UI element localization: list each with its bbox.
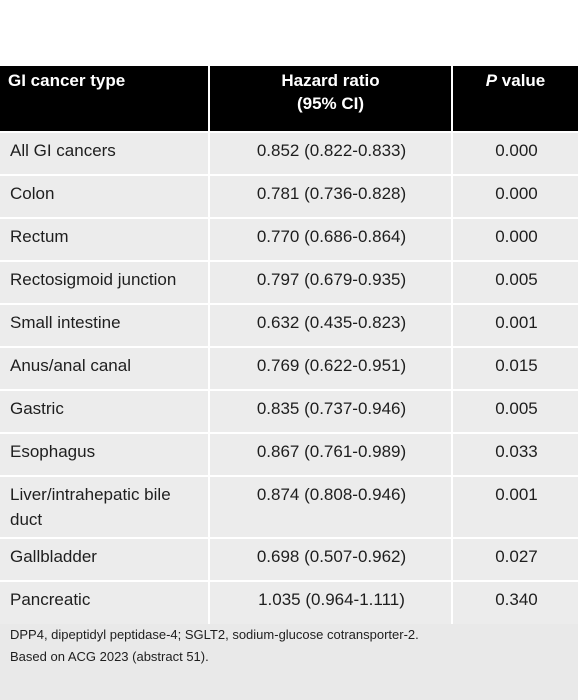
cell-hazard-ratio: 0.769 (0.622-0.951) — [209, 346, 453, 390]
cell-p-value: 0.001 — [452, 475, 578, 538]
cell-p-value: 0.027 — [452, 537, 578, 581]
header-cancer-type: GI cancer type — [0, 66, 210, 132]
cell-hazard-ratio: 0.632 (0.435-0.823) — [209, 303, 453, 347]
table-row: Rectum 0.770 (0.686-0.864) 0.000 — [0, 217, 578, 261]
header-p-value: P value — [452, 66, 578, 132]
cell-p-value: 0.000 — [452, 131, 578, 175]
cell-hazard-ratio: 0.867 (0.761-0.989) — [209, 432, 453, 476]
table-row: Gallbladder 0.698 (0.507-0.962) 0.027 — [0, 537, 578, 581]
table-row: Anus/anal canal 0.769 (0.622-0.951) 0.01… — [0, 346, 578, 390]
cell-cancer-type: Pancreatic — [0, 580, 210, 624]
header-hazard-ratio: Hazard ratio (95% CI) — [209, 66, 453, 132]
cell-hazard-ratio: 0.781 (0.736-0.828) — [209, 174, 453, 218]
cell-hazard-ratio: 0.797 (0.679-0.935) — [209, 260, 453, 304]
cell-hazard-ratio: 1.035 (0.964-1.111) — [209, 580, 453, 624]
top-margin — [0, 0, 578, 66]
cell-hazard-ratio: 0.835 (0.737-0.946) — [209, 389, 453, 433]
hazard-ratio-table: GI cancer type Hazard ratio (95% CI) P v… — [0, 66, 578, 624]
cell-p-value: 0.033 — [452, 432, 578, 476]
cell-cancer-type: Small intestine — [0, 303, 210, 347]
header-hazard-ratio-line1: Hazard ratio — [281, 71, 380, 90]
cell-cancer-type: Gallbladder — [0, 537, 210, 581]
cell-cancer-type: Colon — [0, 174, 210, 218]
cell-hazard-ratio: 0.852 (0.822-0.833) — [209, 131, 453, 175]
cell-cancer-type: All GI cancers — [0, 131, 210, 175]
cell-cancer-type: Rectosigmoid junction — [0, 260, 210, 304]
table-row: Pancreatic 1.035 (0.964-1.111) 0.340 — [0, 580, 578, 624]
cell-p-value: 0.000 — [452, 217, 578, 261]
cell-cancer-type: Gastric — [0, 389, 210, 433]
cell-p-value: 0.015 — [452, 346, 578, 390]
table-row: Colon 0.781 (0.736-0.828) 0.000 — [0, 174, 578, 218]
table-row: Esophagus 0.867 (0.761-0.989) 0.033 — [0, 432, 578, 476]
table-row: Liver/intrahepatic bile duct 0.874 (0.80… — [0, 475, 578, 538]
header-row: GI cancer type Hazard ratio (95% CI) P v… — [0, 66, 578, 132]
table-row: Gastric 0.835 (0.737-0.946) 0.005 — [0, 389, 578, 433]
footnote: DPP4, dipeptidyl peptidase-4; SGLT2, sod… — [10, 624, 570, 668]
footnote-abbreviations: DPP4, dipeptidyl peptidase-4; SGLT2, sod… — [10, 627, 419, 642]
cell-p-value: 0.005 — [452, 260, 578, 304]
cell-hazard-ratio: 0.874 (0.808-0.946) — [209, 475, 453, 538]
cell-hazard-ratio: 0.698 (0.507-0.962) — [209, 537, 453, 581]
table-row: Small intestine 0.632 (0.435-0.823) 0.00… — [0, 303, 578, 347]
cell-cancer-type: Rectum — [0, 217, 210, 261]
cell-hazard-ratio: 0.770 (0.686-0.864) — [209, 217, 453, 261]
cell-p-value: 0.005 — [452, 389, 578, 433]
header-p-letter: P — [485, 71, 498, 90]
footnote-source: Based on ACG 2023 (abstract 51). — [10, 649, 209, 664]
cell-p-value: 0.340 — [452, 580, 578, 624]
cell-p-value: 0.000 — [452, 174, 578, 218]
header-p-rest: value — [497, 71, 546, 90]
cell-p-value: 0.001 — [452, 303, 578, 347]
table-row: All GI cancers 0.852 (0.822-0.833) 0.000 — [0, 131, 578, 175]
cell-cancer-type: Liver/intrahepatic bile duct — [0, 475, 210, 538]
cell-cancer-type: Esophagus — [0, 432, 210, 476]
cell-cancer-type: Anus/anal canal — [0, 346, 210, 390]
table-row: Rectosigmoid junction 0.797 (0.679-0.935… — [0, 260, 578, 304]
header-hazard-ratio-line2: (95% CI) — [296, 94, 365, 113]
